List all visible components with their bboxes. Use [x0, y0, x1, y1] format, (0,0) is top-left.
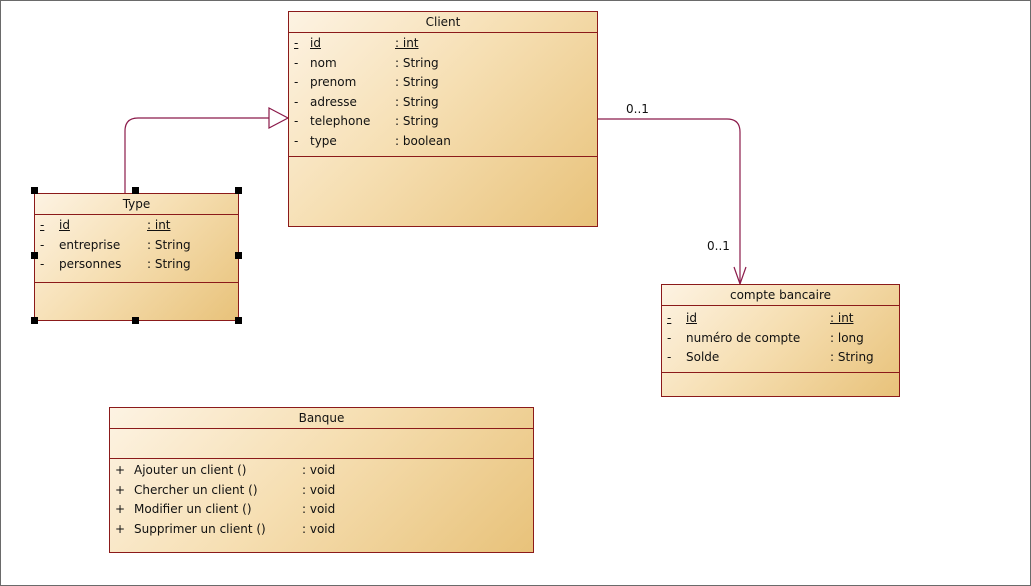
class-client[interactable]: Client - id : int - nom : String - preno… — [288, 11, 598, 227]
attributes-section: - id : int - nom : String - prenom : Str… — [289, 33, 597, 157]
operation-name: Modifier un client () — [134, 502, 252, 516]
operation-name: Ajouter un client () — [134, 463, 247, 477]
operation-row: + Chercher un client () : void — [110, 481, 533, 501]
attribute-name: personnes — [59, 257, 122, 271]
attribute-name: numéro de compte — [686, 330, 801, 345]
selection-handle-top-left[interactable] — [31, 187, 38, 194]
visibility: - — [667, 350, 672, 364]
attribute-type: : boolean — [395, 133, 451, 148]
operation-return-type: : void — [302, 482, 336, 497]
operation-name: Chercher un client () — [134, 482, 258, 497]
operations-section — [289, 157, 597, 227]
operations-section — [662, 373, 899, 397]
attribute-name: nom — [310, 55, 337, 70]
attribute-row: - Solde : String — [662, 348, 899, 368]
visibility: - — [40, 218, 45, 232]
attribute-name: adresse — [310, 94, 357, 109]
attribute-row: - personnes : String — [35, 255, 238, 275]
selection-handle-middle-left[interactable] — [31, 252, 38, 259]
attribute-type: : String — [147, 237, 191, 252]
attribute-type: : int — [830, 311, 854, 325]
class-type[interactable]: Type - id : int - entreprise : String - … — [34, 193, 239, 321]
visibility: - — [294, 75, 299, 89]
multiplicity-client-side: 0..1 — [626, 102, 649, 116]
attribute-type: : String — [147, 257, 191, 271]
attribute-name: prenom — [310, 75, 357, 89]
visibility: + — [115, 482, 126, 497]
attribute-row: - nom : String — [289, 54, 597, 74]
class-title: Type — [35, 194, 238, 215]
operation-return-type: : void — [302, 521, 336, 536]
attribute-name: entreprise — [59, 237, 121, 252]
selection-handle-top-right[interactable] — [235, 187, 242, 194]
multiplicity-compte-side: 0..1 — [707, 239, 730, 253]
class-banque[interactable]: Banque + Ajouter un client () : void + C… — [109, 407, 534, 553]
association-arrowhead — [733, 266, 747, 286]
visibility: - — [294, 55, 299, 70]
class-title: Client — [289, 12, 597, 33]
association-line — [597, 118, 741, 284]
attribute-type: : int — [395, 36, 419, 50]
attribute-name: id — [59, 218, 70, 232]
attribute-type: : String — [395, 55, 439, 70]
visibility: - — [667, 330, 672, 345]
visibility: - — [294, 36, 299, 50]
operations-section — [35, 283, 238, 321]
attribute-name: telephone — [310, 114, 371, 128]
visibility: - — [294, 114, 299, 128]
operation-row: + Ajouter un client () : void — [110, 461, 533, 481]
attribute-row: - id : int — [35, 216, 238, 236]
visibility: - — [667, 311, 672, 325]
operation-return-type: : void — [302, 463, 336, 477]
attribute-row: - type : boolean — [289, 132, 597, 152]
operations-section: + Ajouter un client () : void + Chercher… — [110, 459, 533, 553]
attribute-type: : long — [830, 330, 864, 345]
attribute-row: - telephone : String — [289, 112, 597, 132]
attributes-section: - id : int - entreprise : String - perso… — [35, 215, 238, 283]
class-title: Banque — [110, 408, 533, 429]
visibility: - — [40, 237, 45, 252]
operation-row: + Supprimer un client () : void — [110, 520, 533, 540]
selection-handle-top-middle[interactable] — [132, 187, 139, 194]
attribute-row: - id : int — [289, 34, 597, 54]
class-title: compte bancaire — [662, 285, 899, 306]
attributes-section: - id : int - numéro de compte : long - S… — [662, 306, 899, 373]
attribute-row: - prenom : String — [289, 73, 597, 93]
visibility: + — [115, 463, 126, 477]
operation-return-type: : void — [302, 502, 336, 516]
visibility: - — [40, 257, 45, 271]
attribute-type: : String — [395, 75, 439, 89]
attribute-row: - id : int — [662, 309, 899, 329]
operation-row: + Modifier un client () : void — [110, 500, 533, 520]
attribute-name: Solde — [686, 350, 720, 364]
operation-name: Supprimer un client () — [134, 521, 266, 536]
attribute-name: id — [686, 311, 697, 325]
visibility: + — [115, 502, 126, 516]
attribute-name: type — [310, 133, 337, 148]
attributes-section — [110, 429, 533, 459]
attribute-row: - adresse : String — [289, 93, 597, 113]
attribute-row: - numéro de compte : long — [662, 329, 899, 349]
selection-handle-bottom-left[interactable] — [31, 317, 38, 324]
attribute-name: id — [310, 36, 321, 50]
generalization-arrowhead — [268, 107, 290, 129]
visibility: + — [115, 521, 126, 536]
attribute-type: : String — [395, 94, 439, 109]
visibility: - — [294, 94, 299, 109]
class-compte-bancaire[interactable]: compte bancaire - id : int - numéro de c… — [661, 284, 900, 397]
selection-handle-bottom-right[interactable] — [235, 317, 242, 324]
visibility: - — [294, 133, 299, 148]
generalization-line — [124, 117, 269, 193]
selection-handle-middle-right[interactable] — [235, 252, 242, 259]
attribute-type: : String — [830, 350, 874, 364]
attribute-row: - entreprise : String — [35, 236, 238, 256]
attribute-type: : String — [395, 114, 439, 128]
attribute-type: : int — [147, 218, 171, 232]
selection-handle-bottom-middle[interactable] — [132, 317, 139, 324]
